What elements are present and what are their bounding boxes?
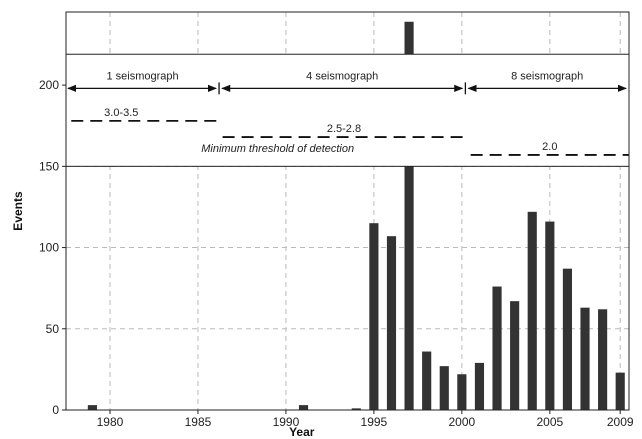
bar-1998: [422, 351, 432, 410]
threshold-label: 2.0: [542, 141, 557, 153]
annotation-box: 1 seismograph 4 seismograph 8 seismograph 3…: [65, 53, 630, 167]
y-tick-label: 50: [46, 322, 60, 336]
threshold-note: Minimum threshold of detection: [201, 143, 354, 155]
bar-2005: [545, 221, 555, 410]
bar-2007: [580, 307, 590, 410]
x-axis-title: Year: [289, 425, 315, 439]
bars-group: [87, 21, 625, 410]
bar-2002: [492, 286, 502, 410]
plot-frame: [65, 11, 630, 411]
x-tick-label: 1995: [361, 415, 388, 429]
bar-1994: [351, 408, 361, 410]
bar-2003: [510, 301, 520, 410]
era-label: 4 seismograph: [306, 70, 378, 82]
x-tick-label: 2009: [607, 415, 634, 429]
y-tick-label: 0: [52, 403, 59, 417]
bar-2009: [615, 372, 625, 410]
y-tick-label: 150: [39, 159, 59, 173]
x-tick-label: 1990: [273, 415, 300, 429]
x-tick-label: 1985: [185, 415, 212, 429]
y-tick-label: 200: [39, 78, 59, 92]
bar-2001: [474, 362, 485, 410]
x-tick-label: 2000: [449, 415, 476, 429]
bar-2006: [562, 268, 572, 410]
bar-2004: [527, 211, 537, 410]
bar-1991: [298, 405, 309, 410]
annotation-frame: [65, 53, 630, 167]
y-tick-label: 100: [39, 241, 59, 255]
bar-1997: [404, 21, 414, 410]
bar-1995: [369, 223, 379, 410]
bar-2000: [457, 374, 467, 410]
y-axis-title: Events: [11, 191, 25, 231]
threshold-label: 3.0-3.5: [104, 107, 138, 119]
x-tick-label: 2005: [536, 415, 563, 429]
bar-1996: [386, 236, 397, 410]
x-tick-label: 1980: [97, 415, 124, 429]
x-axis-ticks: 1980 1985 1990 1995 2000 2005 2009: [97, 410, 634, 429]
y-axis-ticks: 0 50 100 150 200: [39, 78, 66, 417]
bar-2008: [598, 309, 608, 410]
era-label: 1 seismograph: [106, 70, 178, 82]
era-label: 8 seismograph: [511, 70, 583, 82]
bar-1999: [439, 366, 449, 410]
bar-1979: [87, 405, 97, 410]
threshold-label: 2.5-2.8: [327, 123, 361, 135]
